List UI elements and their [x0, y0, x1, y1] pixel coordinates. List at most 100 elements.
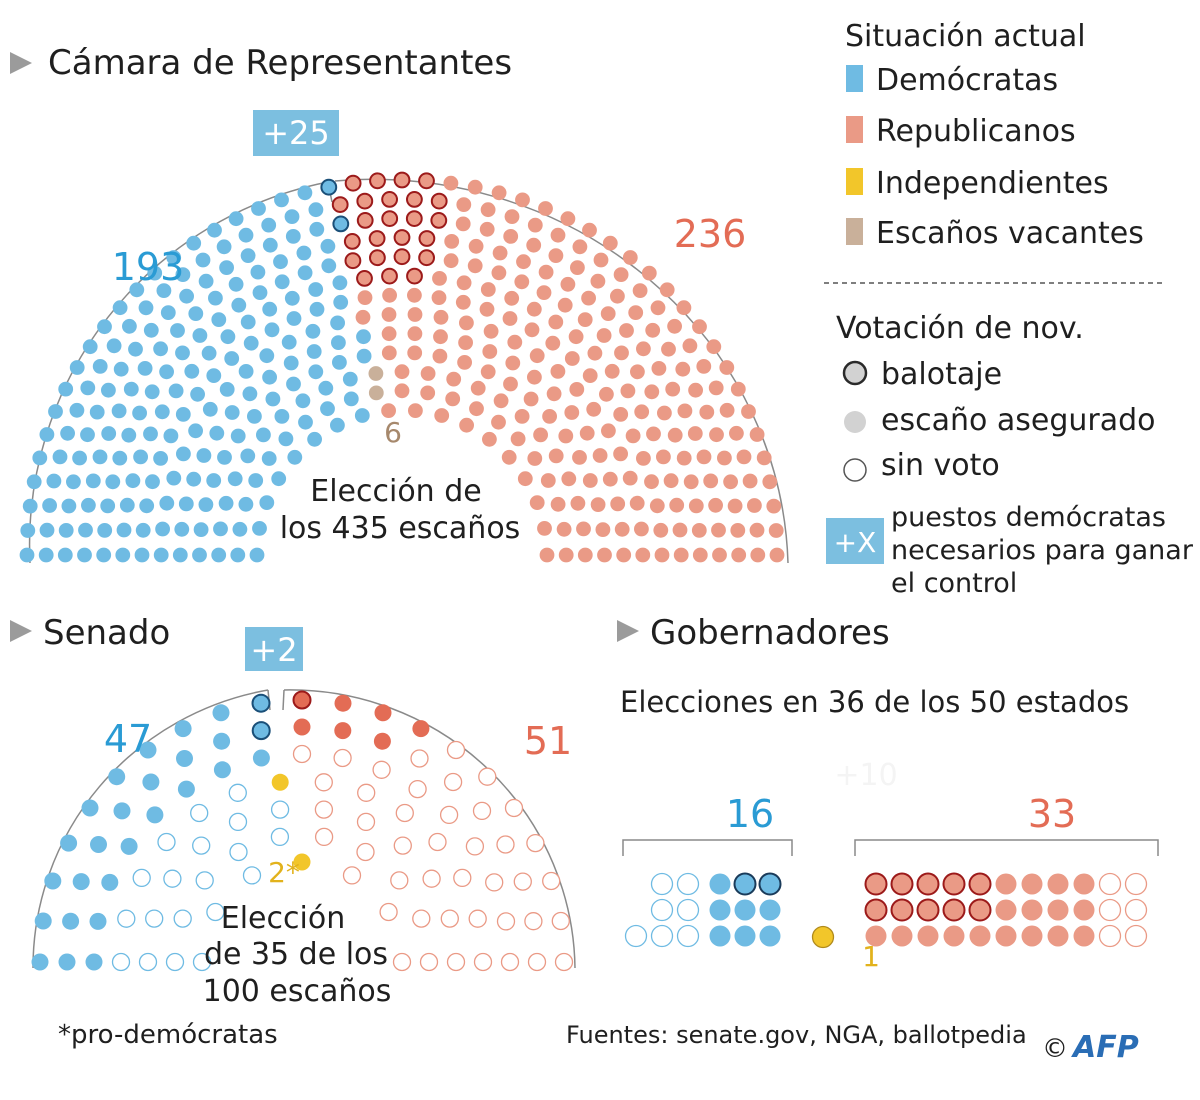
house-seat-rep: [688, 382, 703, 398]
house-seat-rep: [673, 547, 689, 563]
house-seat-rep-runoff: [368, 230, 386, 247]
senate-badge-label: +2: [250, 631, 297, 669]
gov-seat-rep-novote: [1124, 872, 1148, 896]
house-seat-dem: [66, 474, 81, 490]
house-seat-rep: [616, 547, 632, 563]
house-seat-dem: [188, 423, 204, 439]
house-seat-dem: [156, 283, 172, 298]
house-seat-rep: [538, 201, 553, 216]
senate-seat-rep-novote: [554, 952, 574, 972]
senate-seat-dem-novote: [157, 832, 176, 852]
house-seat-dem: [320, 238, 336, 254]
house-seat-rep: [570, 495, 586, 511]
house-seat-rep: [723, 474, 738, 490]
house-seat-rep: [593, 252, 609, 268]
house-seat-dem: [190, 386, 206, 402]
house-seat-rep: [692, 319, 707, 335]
house-seat-rep: [766, 498, 782, 514]
house-seat-dem: [39, 522, 55, 538]
house-seat-rep: [381, 403, 396, 418]
legend-swatch-ind: [846, 168, 863, 195]
gov-seat-rep-runoff: [864, 872, 888, 896]
house-seat-dem: [80, 380, 96, 396]
house-seat-dem: [193, 522, 209, 537]
house-seat-dem: [153, 341, 169, 357]
senate-seat-rep: [293, 718, 311, 736]
gov-seat-rep-runoff: [864, 898, 888, 922]
house-seat-rep: [542, 409, 557, 424]
senate-seat-dem: [60, 834, 78, 852]
house-seat-rep-runoff: [406, 267, 423, 285]
house-seat-dem: [219, 382, 235, 397]
house-seat-rep: [587, 345, 603, 361]
house-seat-rep: [614, 521, 630, 537]
senate-seat-rep-novote: [393, 836, 412, 855]
house-seat-rep: [455, 216, 471, 232]
house-seat-rep-runoff: [344, 174, 362, 192]
house-seat-dem: [306, 344, 322, 359]
house-seat-rep: [443, 175, 459, 191]
house-seat-dem: [85, 473, 101, 489]
gov-seat-dem-novote: [676, 898, 700, 922]
house-seat-rep: [523, 391, 539, 407]
house-seat-rep: [711, 522, 726, 538]
senate-seat-dem: [146, 806, 164, 824]
house-seat-rep: [469, 401, 484, 417]
house-seat-dem: [174, 521, 190, 537]
house-seat-rep: [536, 285, 552, 300]
senate-seat-dem-novote: [192, 952, 212, 972]
senate-seat-dem-novote: [228, 812, 248, 832]
senate-seat-dem-novote: [192, 836, 211, 855]
house-seat-dem: [320, 401, 335, 417]
house-seat-rep: [539, 547, 555, 563]
senate-seat-dem-novote: [270, 827, 290, 847]
house-seat-rep: [382, 287, 397, 303]
house-seat-rep: [719, 402, 735, 418]
senate-seat-dem-novote: [145, 909, 164, 928]
house-seat-rep: [570, 260, 585, 275]
house-seat-rep: [457, 355, 472, 370]
house-seat-rep: [634, 521, 649, 537]
house-seat-dem: [308, 282, 324, 297]
house-seat-dem: [58, 523, 74, 538]
house-seat-rep: [604, 363, 620, 379]
senate-center-line-1: Elección: [221, 901, 345, 936]
senate-seat-ind: [293, 853, 311, 871]
senate-seat-dem-novote: [242, 866, 262, 885]
senate-seat-dem: [58, 953, 76, 971]
house-seat-rep: [524, 322, 540, 338]
house-seat-dem: [219, 260, 235, 275]
house-seat-dem: [39, 427, 55, 442]
house-seat-rep: [548, 248, 564, 263]
legend-vote-title: Votación de nov.: [836, 311, 1084, 346]
house-seat-rep: [446, 371, 462, 387]
house-seat-rep: [691, 523, 707, 538]
house-seat-dem: [252, 521, 267, 536]
house-seat-dem: [160, 305, 176, 320]
senate-seat-dem-novote: [190, 803, 209, 823]
house-seat-rep: [572, 450, 587, 465]
house-seat-rep: [432, 348, 448, 364]
gov-seat-rep: [891, 925, 913, 947]
house-seat-rep: [503, 229, 519, 244]
house-seat-rep: [564, 351, 580, 366]
house-seat-vacant: [368, 385, 384, 401]
house-seat-rep: [628, 305, 644, 320]
house-seat-dem: [274, 274, 290, 290]
gov-seat-rep: [1047, 899, 1069, 921]
house-seat-rep: [493, 393, 509, 409]
house-seat-dem: [216, 239, 232, 255]
senate-seat-dem: [31, 953, 49, 971]
gov-seat-rep: [1021, 899, 1043, 921]
gov-seat-rep-runoff: [916, 872, 940, 896]
house-seat-dem: [77, 547, 92, 563]
senate-dem-count: 47: [104, 717, 152, 761]
house-seat-rep: [665, 381, 681, 397]
house-seat-dem: [69, 402, 85, 418]
house-seat-rep: [622, 470, 638, 486]
house-seat-dem: [224, 405, 240, 420]
senate-seat-dem-runoff: [251, 721, 271, 741]
house-seat-dem: [198, 497, 214, 512]
house-seat-rep: [729, 425, 744, 441]
house-seat-dem: [112, 450, 128, 466]
